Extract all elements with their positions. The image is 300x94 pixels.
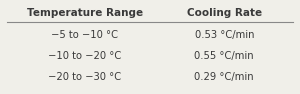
Text: Cooling Rate: Cooling Rate (187, 8, 262, 18)
Text: −5 to −10 °C: −5 to −10 °C (51, 30, 118, 40)
Text: Temperature Range: Temperature Range (26, 8, 143, 18)
Text: 0.55 °C/min: 0.55 °C/min (194, 51, 254, 61)
Text: −20 to −30 °C: −20 to −30 °C (48, 72, 121, 82)
Text: −10 to −20 °C: −10 to −20 °C (48, 51, 121, 61)
Text: 0.53 °C/min: 0.53 °C/min (195, 30, 254, 40)
Text: 0.29 °C/min: 0.29 °C/min (194, 72, 254, 82)
